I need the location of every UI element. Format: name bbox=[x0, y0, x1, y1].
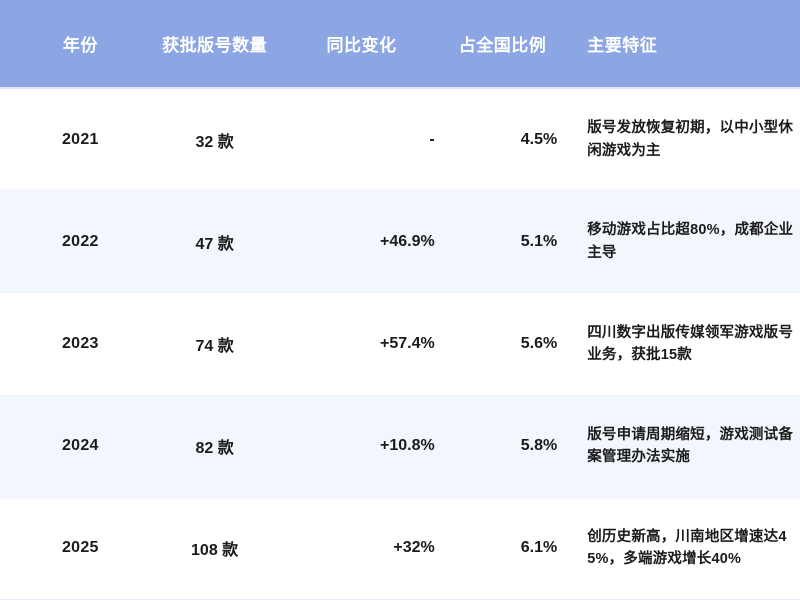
cell-feature: 版号发放恢复初期，以中小型休闲游戏为主 bbox=[587, 120, 794, 159]
column-header-year: 年份 bbox=[62, 36, 98, 55]
cell-year: 2022 bbox=[61, 232, 99, 250]
cell-count: 108 款 bbox=[191, 542, 239, 560]
table-row: 2021 32 款 - 4.5% 版号发放恢复初期，以中小型休闲游戏为主 bbox=[0, 89, 800, 192]
table-body: 2021 32 款 - 4.5% 版号发放恢复初期，以中小型休闲游戏为主 202… bbox=[0, 89, 800, 600]
cell-count: 47 款 bbox=[195, 235, 234, 253]
cell-feature: 移动游戏占比超80%，成都企业主导 bbox=[587, 222, 794, 261]
cell-yoy: +32% bbox=[393, 539, 435, 557]
cell-share: 5.8% bbox=[520, 437, 558, 455]
table-row: 2024 82 款 +10.8% 5.8% 版号申请周期缩短，游戏测试备案管理办… bbox=[0, 395, 800, 498]
cell-yoy: - bbox=[429, 130, 435, 148]
cell-yoy: +10.8% bbox=[380, 437, 435, 455]
cell-year: 2021 bbox=[61, 130, 99, 148]
table-row: 2023 74 款 +57.4% 5.6% 四川数字出版传媒领军游戏版号业务，获… bbox=[0, 293, 800, 396]
cell-count: 82 款 bbox=[195, 440, 234, 458]
cell-feature: 版号申请周期缩短，游戏测试备案管理办法实施 bbox=[587, 426, 794, 466]
cell-share: 5.1% bbox=[520, 232, 558, 250]
column-header-count: 获批版号数量 bbox=[162, 36, 268, 55]
cell-year: 2023 bbox=[61, 335, 99, 352]
table-row: 2025 108 款 +32% 6.1% 创历史新高，川南地区增速达45%，多端… bbox=[0, 497, 800, 600]
table-header-row: 年份 获批版号数量 同比变化 占全国比例 主要特征 bbox=[0, 0, 800, 89]
cell-yoy: +46.9% bbox=[380, 232, 435, 250]
cell-share: 5.6% bbox=[520, 335, 558, 352]
table-row: 2022 47 款 +46.9% 5.1% 移动游戏占比超80%，成都企业主导 bbox=[0, 191, 800, 294]
column-header-feature: 主要特征 bbox=[587, 36, 658, 55]
column-header-yoy: 同比变化 bbox=[326, 36, 397, 55]
cell-year: 2024 bbox=[61, 437, 99, 455]
cell-feature: 四川数字出版传媒领军游戏版号业务，获批15款 bbox=[587, 324, 794, 363]
cell-year: 2025 bbox=[61, 539, 99, 557]
cell-yoy: +57.4% bbox=[380, 335, 435, 352]
column-header-share: 占全国比例 bbox=[458, 36, 547, 55]
cell-share: 6.1% bbox=[520, 539, 558, 557]
cell-count: 74 款 bbox=[195, 338, 234, 355]
cell-share: 4.5% bbox=[520, 130, 558, 148]
cell-count: 32 款 bbox=[195, 133, 234, 151]
cell-feature: 创历史新高，川南地区增速达45%，多端游戏增长40% bbox=[587, 528, 787, 568]
